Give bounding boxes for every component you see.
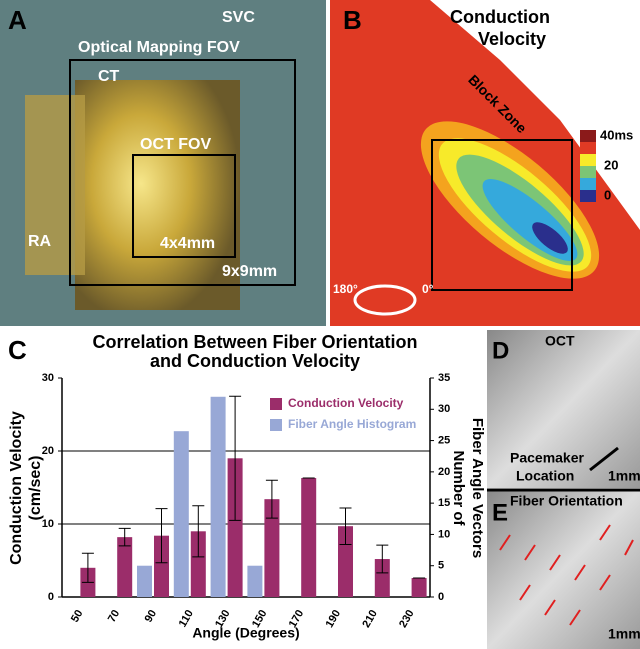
- error-bar: [229, 395, 242, 521]
- y2-tick-label: 15: [438, 497, 450, 509]
- bar: [210, 396, 226, 597]
- label: Optical Mapping FOV: [78, 39, 240, 56]
- label: Fiber Orientation: [510, 493, 623, 509]
- label: SVC: [222, 9, 255, 26]
- bar: [190, 531, 206, 597]
- y2-axis-label: Fiber Angle Vectors: [469, 418, 486, 558]
- error-bar: [376, 544, 389, 574]
- chart-title: Correlation Between Fiber Orientation: [92, 332, 417, 352]
- bar: [173, 431, 189, 597]
- panel-d: D OCT Pacemaker Location 1mm: [487, 330, 640, 488]
- label: 180°: [333, 282, 358, 296]
- error-bar: [81, 552, 94, 583]
- y2-tick-label: 30: [438, 403, 450, 415]
- scale-label: 0: [604, 187, 611, 202]
- scale-label: 40ms: [600, 127, 633, 142]
- x-axis-label: Angle (Degrees): [192, 625, 299, 641]
- y-tick-label: 10: [42, 518, 54, 530]
- label: RA: [28, 233, 52, 250]
- panel-letter: C: [8, 335, 27, 365]
- legend-label: Conduction Velocity: [288, 396, 404, 410]
- label: Location: [516, 468, 574, 484]
- y2-tick-label: 0: [438, 591, 444, 603]
- panel-a: A SVC Optical Mapping FOV CT OCT FOV RA …: [0, 0, 326, 326]
- bar: [264, 499, 280, 597]
- bar: [338, 526, 353, 597]
- bar: [137, 565, 152, 597]
- bar: [154, 535, 169, 597]
- label: Conduction: [450, 7, 550, 27]
- panel-letter: A: [8, 5, 27, 35]
- panel-e: E Fiber Orientation 1mm: [487, 488, 640, 649]
- error-bar: [155, 508, 168, 564]
- x-tick-label: 90: [143, 608, 160, 625]
- label: OCT FOV: [140, 136, 211, 153]
- y-tick-label: 30: [42, 372, 54, 384]
- label: OCT: [545, 333, 575, 349]
- y2-tick-label: 20: [438, 466, 450, 478]
- bar: [247, 565, 263, 597]
- legend-swatch: [270, 398, 282, 410]
- y2-tick-label: 35: [438, 372, 450, 384]
- label: 1mm: [608, 468, 640, 484]
- label: 0°: [422, 282, 434, 296]
- panel-letter: E: [492, 499, 508, 526]
- y2-tick-label: 25: [438, 434, 450, 446]
- panel-b: B Conduction Velocity Block Zone 40ms 20…: [330, 0, 640, 326]
- y-axis-label: (cm/sec): [27, 456, 44, 521]
- bar: [411, 578, 427, 597]
- label: CT: [98, 68, 120, 85]
- y2-tick-label: 10: [438, 528, 450, 540]
- bar: [374, 559, 390, 597]
- label: 9x9mm: [222, 263, 277, 280]
- error-bar: [192, 505, 205, 558]
- label: 4x4mm: [160, 235, 215, 252]
- label: 1mm: [608, 626, 640, 642]
- y-axis-label: Conduction Velocity: [8, 411, 25, 565]
- y-tick-label: 0: [48, 591, 54, 603]
- error-bar: [339, 507, 352, 545]
- error-bar: [265, 479, 278, 519]
- scale-label: 20: [604, 157, 618, 172]
- panel-letter: D: [492, 337, 509, 364]
- y-tick-label: 20: [42, 445, 54, 457]
- label: Velocity: [478, 29, 546, 49]
- legend-label: Fiber Angle Histogram: [288, 417, 416, 431]
- label: Pacemaker: [510, 450, 585, 466]
- x-tick-label: 70: [106, 608, 123, 625]
- x-tick-label: 50: [69, 608, 86, 625]
- y2-tick-label: 5: [438, 560, 444, 572]
- error-bar: [118, 527, 131, 547]
- bar: [227, 458, 243, 597]
- y2-axis-label: Number of: [450, 451, 467, 527]
- bar: [117, 537, 133, 597]
- chart-title: and Conduction Velocity: [150, 351, 360, 371]
- panel-letter: B: [343, 5, 362, 35]
- legend-swatch: [270, 419, 282, 431]
- bar: [301, 478, 317, 597]
